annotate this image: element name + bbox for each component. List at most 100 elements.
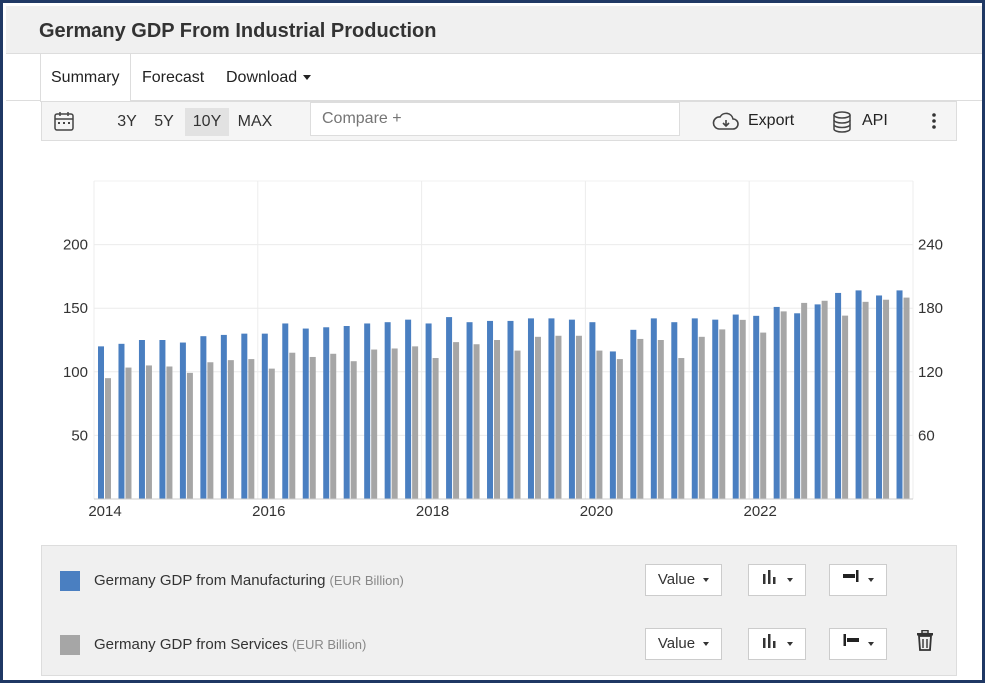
bar-services — [719, 329, 726, 499]
axis-select[interactable] — [829, 564, 887, 596]
tab-forecast[interactable]: Forecast — [142, 54, 212, 101]
database-icon — [832, 110, 852, 139]
chart-type-select[interactable] — [748, 628, 806, 660]
bar-manufacturing — [200, 336, 207, 499]
export-button[interactable]: Export — [712, 108, 802, 136]
calendar-icon[interactable] — [53, 111, 75, 132]
bar-manufacturing — [507, 320, 514, 499]
bar-manufacturing — [405, 319, 412, 499]
y-right-tick-label: 60 — [918, 427, 935, 444]
bar-services — [473, 344, 480, 499]
bar-services — [145, 365, 152, 499]
api-button[interactable]: API — [832, 108, 892, 136]
axis-left-icon — [842, 629, 860, 659]
range-3y-button[interactable]: 3Y — [117, 113, 137, 130]
legend-label-manufacturing: Germany GDP from Manufacturing (EUR Billi… — [94, 572, 404, 589]
legend-series-name: Germany GDP from Manufacturing — [94, 572, 326, 589]
bar-manufacturing — [118, 343, 125, 499]
legend-series-unit: (EUR Billion) — [329, 573, 404, 588]
bar-manufacturing — [691, 318, 698, 499]
bar-manufacturing — [179, 342, 186, 499]
bar-manufacturing — [896, 290, 903, 499]
bar-services — [248, 359, 255, 499]
bar-services — [289, 352, 296, 499]
bar-manufacturing — [876, 295, 883, 499]
bar-manufacturing — [568, 319, 575, 499]
legend-label-services: Germany GDP from Services (EUR Billion) — [94, 636, 366, 653]
tab-forecast-label: Forecast — [142, 69, 205, 86]
bar-manufacturing — [138, 340, 145, 499]
bar-services — [350, 361, 357, 499]
bar-manufacturing — [220, 334, 227, 499]
bar-manufacturing — [425, 323, 432, 499]
bar-manufacturing — [302, 328, 309, 499]
value-select[interactable]: Value — [645, 628, 722, 660]
bar-manufacturing — [794, 313, 801, 499]
x-tick-label: 2020 — [580, 503, 613, 520]
value-select[interactable]: Value — [645, 564, 722, 596]
legend-series-name: Germany GDP from Services — [94, 636, 288, 653]
bar-services — [514, 350, 521, 499]
bar-manufacturing — [98, 346, 104, 499]
value-select-label: Value — [657, 571, 696, 588]
range-max-button[interactable]: MAX — [237, 113, 273, 130]
bar-services — [575, 335, 582, 499]
compare-input[interactable] — [310, 102, 680, 136]
bar-manufacturing — [548, 318, 555, 499]
bar-manufacturing — [446, 317, 453, 499]
bar-services — [453, 342, 460, 499]
more-options-icon[interactable] — [928, 111, 940, 131]
bar-services — [309, 356, 316, 499]
bar-manufacturing — [855, 290, 862, 499]
value-select-label: Value — [657, 635, 696, 652]
legend-swatch-manufacturing — [60, 571, 80, 591]
bar-services — [227, 360, 234, 499]
bar-manufacturing — [487, 320, 494, 499]
axis-select[interactable] — [829, 628, 887, 660]
bar-services — [760, 332, 767, 499]
bar-manufacturing — [712, 319, 719, 499]
bar-services — [903, 297, 910, 499]
chevron-down-icon — [787, 578, 793, 583]
chart-area: 50 100 150 200 60 120 180 240 2014 2016 2018 2020 20… — [41, 141, 957, 545]
y-left-tick-label: 50 — [71, 427, 88, 444]
range-5y-button[interactable]: 5Y — [154, 113, 174, 130]
bar-manufacturing — [159, 340, 166, 499]
chart-toolbar: 3Y 5Y 10Y MAX Export — [41, 101, 957, 141]
bar-services — [698, 336, 705, 499]
bar-chart-icon — [761, 629, 779, 659]
range-10y-button[interactable]: 10Y — [185, 108, 229, 136]
bar-manufacturing — [364, 323, 371, 499]
bar-services — [105, 378, 111, 499]
chevron-down-icon — [703, 642, 710, 647]
bar-services — [268, 368, 275, 499]
bar-services — [637, 338, 644, 499]
bar-manufacturing — [671, 322, 678, 499]
bar-services — [494, 340, 501, 499]
bar-services — [862, 301, 869, 499]
bar-services — [616, 359, 623, 499]
legend-series-unit: (EUR Billion) — [291, 637, 367, 652]
cloud-download-icon — [712, 112, 740, 137]
bar-manufacturing — [753, 315, 760, 499]
legend-row-services: Germany GDP from Services (EUR Billion) V… — [42, 610, 958, 670]
bar-services — [842, 315, 849, 499]
bar-services — [739, 319, 746, 499]
bar-manufacturing — [609, 351, 616, 499]
chart-type-select[interactable] — [748, 564, 806, 596]
api-label: API — [862, 112, 888, 129]
bar-services — [432, 358, 439, 499]
tab-summary[interactable]: Summary — [40, 54, 131, 102]
bar-services — [412, 346, 419, 499]
legend-panel: Germany GDP from Manufacturing (EUR Billi… — [41, 545, 957, 676]
bar-services — [207, 362, 214, 499]
tab-download[interactable]: Download — [226, 54, 326, 101]
legend-swatch-services — [60, 635, 80, 655]
chevron-down-icon — [868, 642, 874, 647]
trash-icon[interactable] — [916, 629, 934, 652]
bar-manufacturing — [282, 323, 289, 499]
bar-services — [166, 366, 173, 499]
y-left-tick-label: 150 — [63, 300, 88, 317]
x-tick-label: 2018 — [416, 503, 449, 520]
y-right-tick-label: 180 — [918, 300, 943, 317]
